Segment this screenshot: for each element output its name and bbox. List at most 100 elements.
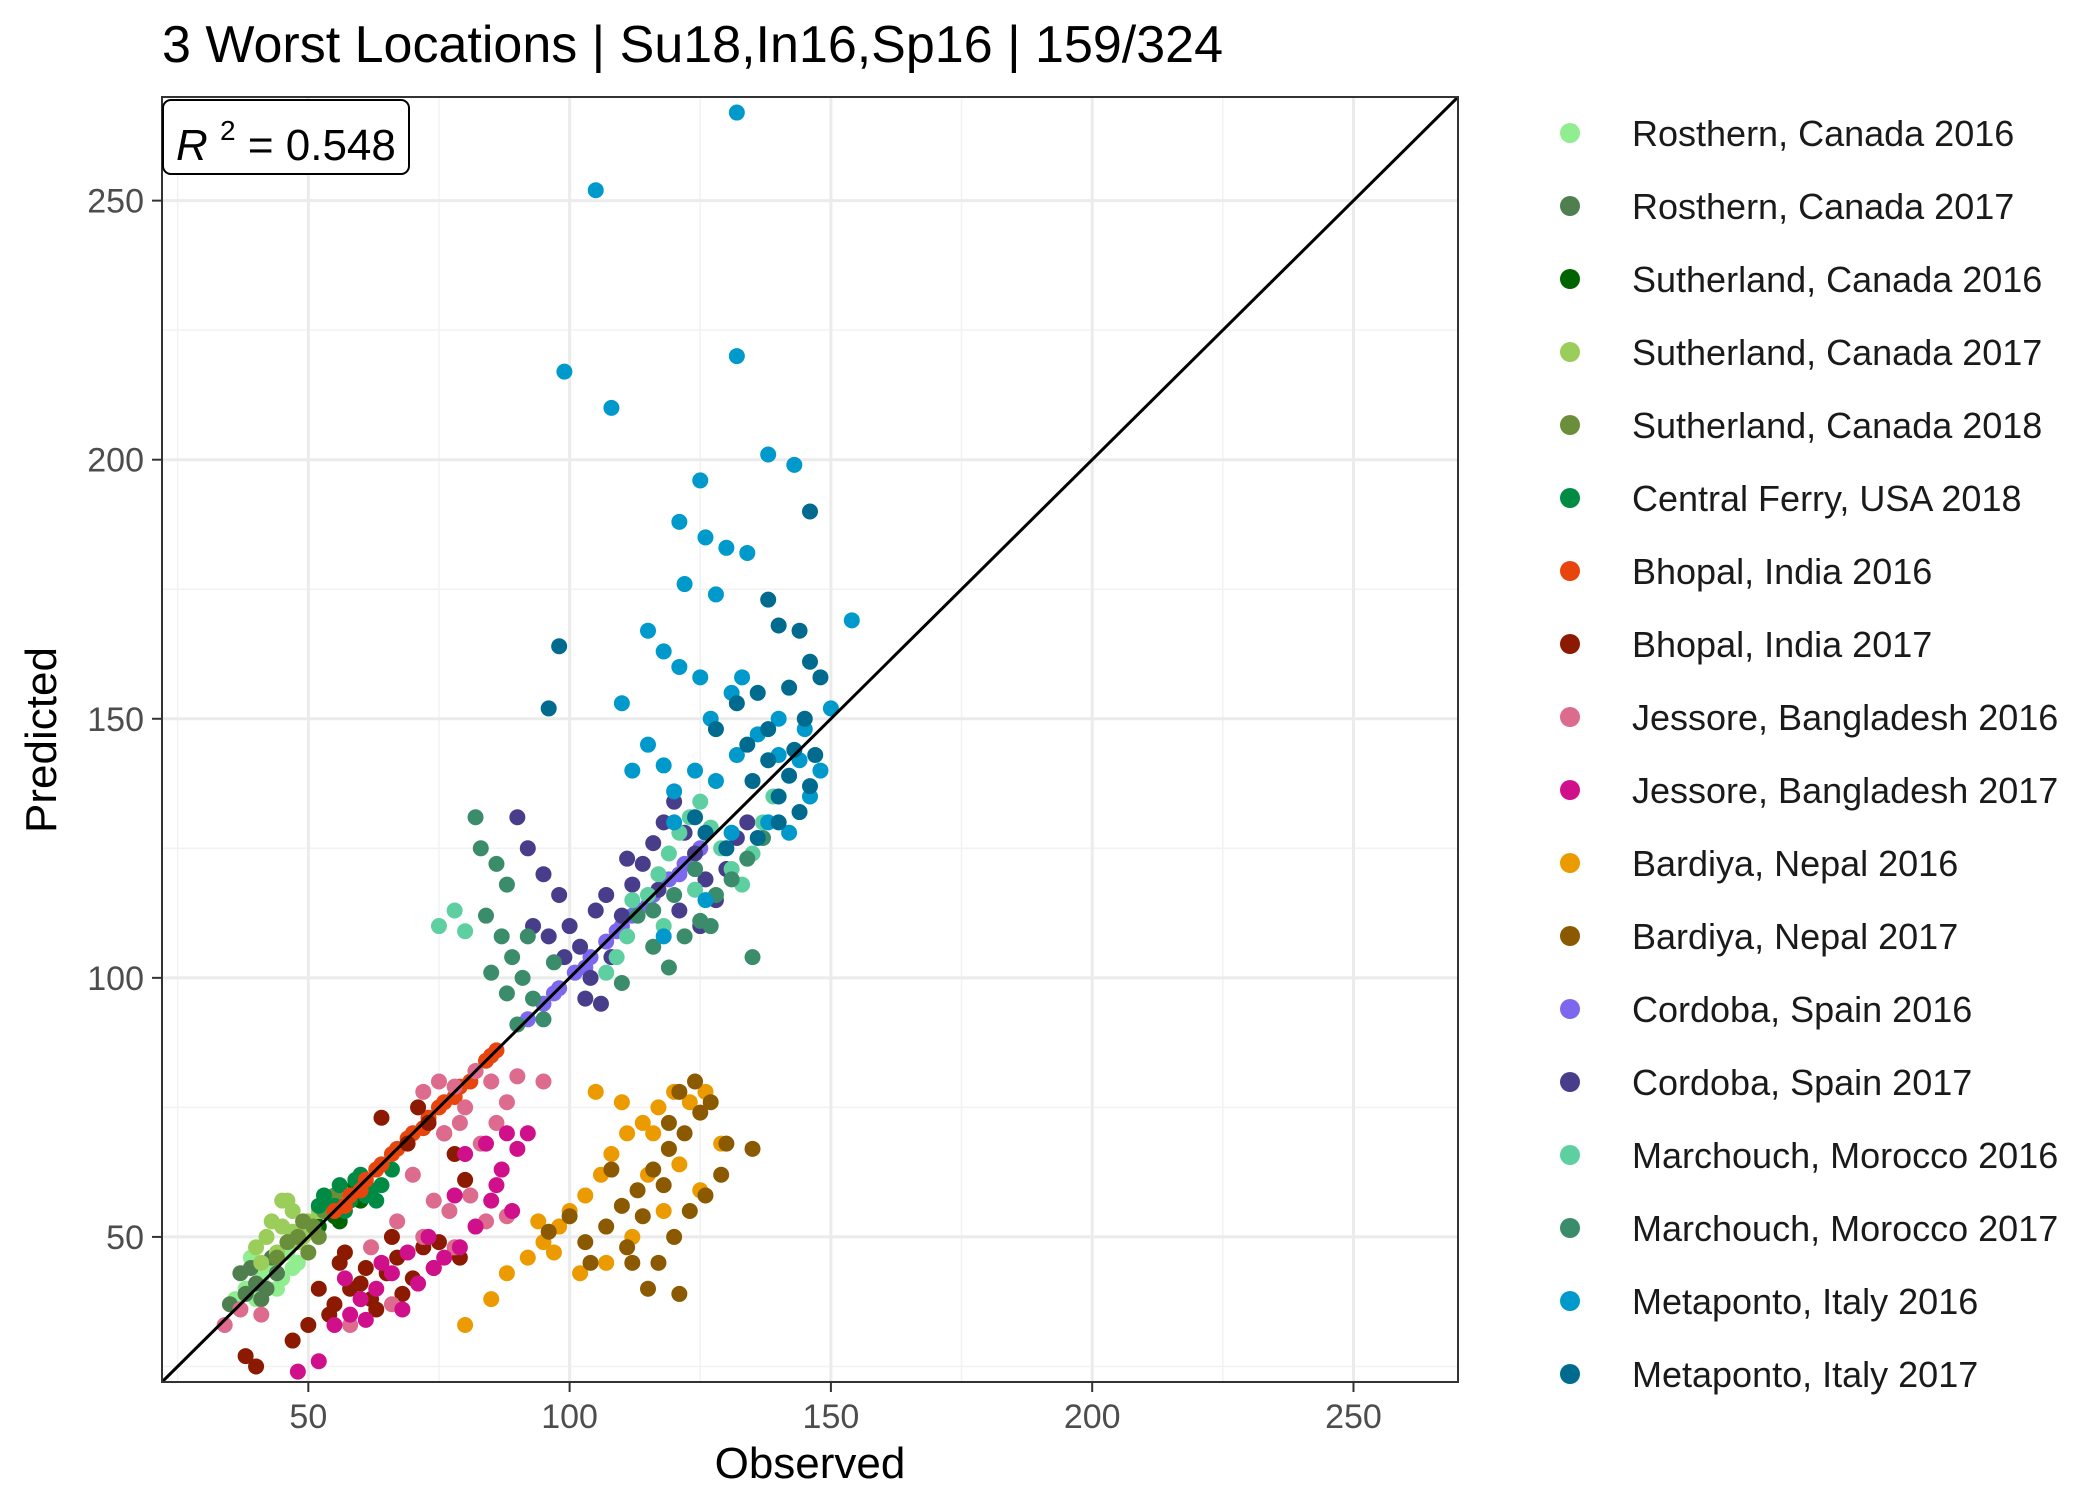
series-9 [289, 1125, 536, 1380]
data-point [498, 1265, 515, 1282]
y-tick-label: 50 [106, 1219, 144, 1257]
data-point [791, 622, 808, 639]
data-point [718, 539, 735, 556]
data-point [519, 1125, 536, 1142]
data-point [248, 1358, 265, 1375]
legend-item: Metaponto, Italy 2016 [1560, 1281, 1978, 1322]
data-point [368, 1301, 385, 1318]
grid-lines [162, 97, 1458, 1382]
data-point [598, 1254, 615, 1271]
data-point [671, 1083, 688, 1100]
data-point [284, 1332, 301, 1349]
legend-item: Sutherland, Canada 2018 [1560, 405, 2042, 446]
data-point [655, 757, 672, 774]
data-point [483, 964, 500, 981]
data-point [263, 1213, 280, 1230]
data-point [540, 700, 557, 717]
data-point [645, 835, 662, 852]
data-point [807, 747, 824, 764]
data-point [326, 1317, 343, 1334]
legend-key [1560, 707, 1580, 727]
data-point [744, 949, 761, 966]
x-axis-title: Observed [715, 1439, 906, 1488]
data-point [687, 881, 704, 898]
svg-text:R 2 = 0.548: R 2 = 0.548 [176, 101, 396, 170]
data-point [697, 871, 714, 888]
series-1 [221, 1249, 285, 1313]
data-point [498, 985, 515, 1002]
data-point [666, 814, 683, 831]
legend-label: Rosthern, Canada 2017 [1632, 186, 2014, 227]
legend-key [1560, 196, 1580, 216]
data-point [336, 1197, 353, 1214]
data-point [410, 1099, 427, 1116]
data-point [446, 1078, 463, 1095]
legend-item: Jessore, Bangladesh 2016 [1560, 697, 2058, 738]
data-point [760, 721, 777, 738]
data-point [483, 1192, 500, 1209]
data-point [289, 1363, 306, 1380]
data-point [498, 1125, 515, 1142]
data-point [613, 695, 630, 712]
legend-label: Marchouch, Morocco 2017 [1632, 1208, 2058, 1249]
data-point [786, 456, 803, 473]
legend-item: Bhopal, India 2016 [1560, 551, 1932, 592]
legend-label: Sutherland, Canada 2018 [1632, 405, 2042, 446]
legend-key [1560, 1291, 1580, 1311]
legend-item: Rosthern, Canada 2016 [1560, 113, 2014, 154]
data-point [624, 892, 641, 909]
legend-label: Jessore, Bangladesh 2016 [1632, 697, 2058, 738]
legend-item: Bardiya, Nepal 2016 [1560, 843, 1958, 884]
data-point [519, 928, 536, 945]
data-point [598, 886, 615, 903]
data-point [336, 1244, 353, 1261]
data-point [676, 576, 693, 593]
chart-title: 3 Worst Locations | Su18,In16,Sp16 | 159… [162, 16, 1223, 74]
data-point [739, 850, 756, 867]
data-point [342, 1306, 359, 1323]
data-point [519, 840, 536, 857]
data-point [744, 772, 761, 789]
data-point [457, 1171, 474, 1188]
data-point [509, 1140, 526, 1157]
data-point [718, 840, 735, 857]
legend-label: Metaponto, Italy 2016 [1632, 1281, 1978, 1322]
data-point [739, 814, 756, 831]
data-point [613, 1197, 630, 1214]
data-point [478, 1135, 494, 1152]
data-point [650, 866, 667, 883]
data-point [425, 1192, 442, 1209]
data-point [739, 736, 756, 753]
data-point [749, 684, 766, 701]
data-point [420, 1114, 437, 1131]
x-tick-label: 150 [803, 1398, 860, 1436]
data-point [587, 1083, 604, 1100]
data-point [697, 824, 714, 841]
data-point [504, 1203, 521, 1220]
legend-key [1560, 999, 1580, 1019]
data-point [640, 886, 656, 903]
data-point [462, 1187, 479, 1204]
data-point [619, 1125, 636, 1142]
data-point [509, 1016, 526, 1033]
data-point [687, 809, 704, 826]
data-point [519, 1249, 536, 1266]
data-point [457, 923, 474, 940]
data-point [253, 1291, 270, 1308]
data-point [425, 1260, 442, 1277]
data-point [645, 938, 662, 955]
data-point [681, 1203, 698, 1220]
data-point [760, 446, 777, 463]
series-17 [540, 503, 829, 857]
data-point [613, 1094, 630, 1111]
data-point [697, 529, 714, 546]
data-point [478, 907, 494, 924]
x-tick-label: 100 [541, 1398, 598, 1436]
data-point [687, 762, 704, 779]
data-point [472, 840, 489, 857]
data-point [430, 918, 447, 935]
y-tick-label: 150 [87, 701, 144, 739]
legend-key [1560, 1072, 1580, 1092]
data-point [253, 1306, 270, 1323]
data-point [655, 1177, 672, 1194]
